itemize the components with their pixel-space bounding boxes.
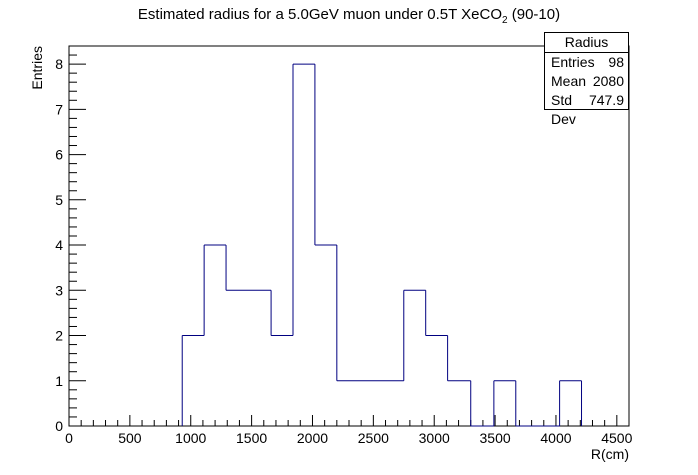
y-tick-label: 8 <box>55 56 63 72</box>
y-tick-label: 6 <box>55 147 63 163</box>
stats-value: 2080 <box>592 73 624 89</box>
y-tick-label: 2 <box>55 328 63 344</box>
stats-label: Mean <box>551 73 587 89</box>
x-tick-label: 500 <box>118 430 142 446</box>
stats-row-entries: Entries 98 <box>545 53 628 72</box>
stats-box-header: Radius <box>545 33 628 53</box>
y-tick-label: 7 <box>55 101 63 117</box>
x-tick-label: 4500 <box>601 430 632 446</box>
y-tick-label: 4 <box>55 237 63 253</box>
stats-box: Radius Entries 98 Mean 2080 Std Dev 747.… <box>544 32 629 127</box>
x-tick-label: 2500 <box>358 430 389 446</box>
y-tick-label: 1 <box>55 373 63 389</box>
x-tick-label: 1000 <box>175 430 206 446</box>
x-tick-label: 4000 <box>540 430 571 446</box>
x-tick-label: 1500 <box>236 430 267 446</box>
stats-value: 747.9 <box>588 92 624 108</box>
stats-label: Std Dev <box>551 92 576 127</box>
y-tick-label: 3 <box>55 282 63 298</box>
stats-label: Entries <box>551 54 595 70</box>
stats-row-stddev: Std Dev 747.9 <box>545 91 628 127</box>
y-tick-label: 0 <box>55 418 63 434</box>
title-suffix: (90-10) <box>507 6 561 23</box>
y-axis-label: Entries <box>29 46 45 90</box>
y-tick-label: 5 <box>55 192 63 208</box>
x-tick-label: 3000 <box>419 430 450 446</box>
title-subscript: 2 <box>502 15 508 26</box>
title-main: Estimated radius for a 5.0GeV muon under… <box>137 6 502 23</box>
x-tick-label: 3500 <box>480 430 511 446</box>
x-axis-label: R(cm) <box>591 446 629 462</box>
stats-row-mean: Mean 2080 <box>545 72 628 91</box>
x-tick-label: 2000 <box>297 430 328 446</box>
stats-value: 98 <box>608 54 624 70</box>
x-tick-label: 0 <box>65 430 73 446</box>
chart-title: Estimated radius for a 5.0GeV muon under… <box>0 6 698 26</box>
